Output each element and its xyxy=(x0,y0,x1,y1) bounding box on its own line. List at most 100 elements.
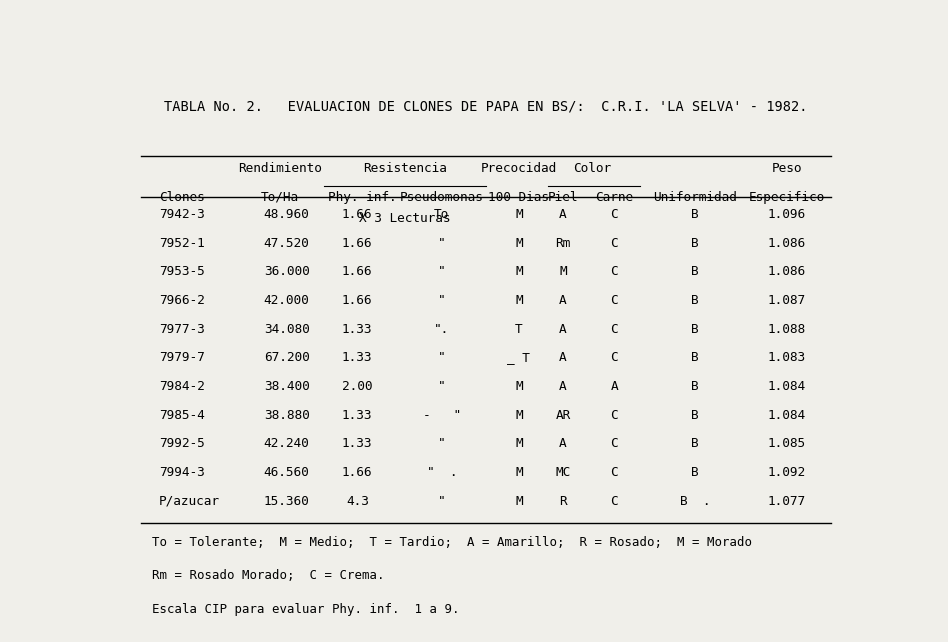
Text: 1.077: 1.077 xyxy=(768,495,806,508)
Text: 1.086: 1.086 xyxy=(768,237,806,250)
Text: To/Ha: To/Ha xyxy=(261,191,300,204)
Text: B: B xyxy=(691,208,699,221)
Text: B: B xyxy=(691,409,699,422)
Text: 1.33: 1.33 xyxy=(342,437,373,451)
Text: P/azucar: P/azucar xyxy=(159,495,220,508)
Text: 42.000: 42.000 xyxy=(264,294,309,307)
Text: A: A xyxy=(559,323,567,336)
Text: ": " xyxy=(438,495,446,508)
Text: Rendimiento: Rendimiento xyxy=(238,162,322,175)
Text: 1.33: 1.33 xyxy=(342,323,373,336)
Text: Carne: Carne xyxy=(595,191,633,204)
Text: B: B xyxy=(691,265,699,279)
Text: Rm: Rm xyxy=(556,237,571,250)
Text: 7994-3: 7994-3 xyxy=(159,466,205,479)
Text: M: M xyxy=(515,495,522,508)
Text: Uniformidad: Uniformidad xyxy=(653,191,738,204)
Text: 1.083: 1.083 xyxy=(768,351,806,365)
Text: C: C xyxy=(611,351,618,365)
Text: Rm = Rosado Morado;  C = Crema.: Rm = Rosado Morado; C = Crema. xyxy=(152,569,384,582)
Text: TABLA No. 2.   EVALUACION DE CLONES DE PAPA EN BS/:  C.R.I. 'LA SELVA' - 1982.: TABLA No. 2. EVALUACION DE CLONES DE PAP… xyxy=(164,100,808,113)
Text: B  .: B . xyxy=(680,495,710,508)
Text: To = Tolerante;  M = Medio;  T = Tardio;  A = Amarillo;  R = Rosado;  M = Morado: To = Tolerante; M = Medio; T = Tardio; A… xyxy=(152,536,752,549)
Text: 1.096: 1.096 xyxy=(768,208,806,221)
Text: 36.000: 36.000 xyxy=(264,265,309,279)
Text: 7953-5: 7953-5 xyxy=(159,265,205,279)
Text: B: B xyxy=(691,237,699,250)
Text: C: C xyxy=(611,208,618,221)
Text: C: C xyxy=(611,495,618,508)
Text: C: C xyxy=(611,237,618,250)
Text: MC: MC xyxy=(556,466,571,479)
Text: 1.66: 1.66 xyxy=(342,237,373,250)
Text: M: M xyxy=(515,265,522,279)
Text: 1.33: 1.33 xyxy=(342,351,373,365)
Text: 4.3: 4.3 xyxy=(346,495,369,508)
Text: M: M xyxy=(515,409,522,422)
Text: C: C xyxy=(611,409,618,422)
Text: _ T: _ T xyxy=(507,351,530,365)
Text: Especifico: Especifico xyxy=(749,191,825,204)
Text: B: B xyxy=(691,351,699,365)
Text: 7942-3: 7942-3 xyxy=(159,208,205,221)
Text: C: C xyxy=(611,294,618,307)
Text: A: A xyxy=(559,294,567,307)
Text: ": " xyxy=(438,294,446,307)
Text: B: B xyxy=(691,323,699,336)
Text: 1.66: 1.66 xyxy=(342,466,373,479)
Text: ": " xyxy=(438,237,446,250)
Text: 67.200: 67.200 xyxy=(264,351,309,365)
Text: Escala CIP para evaluar Phy. inf.  1 a 9.: Escala CIP para evaluar Phy. inf. 1 a 9. xyxy=(152,603,459,616)
Text: 7985-4: 7985-4 xyxy=(159,409,205,422)
Text: 46.560: 46.560 xyxy=(264,466,309,479)
Text: 15.360: 15.360 xyxy=(264,495,309,508)
Text: 42.240: 42.240 xyxy=(264,437,309,451)
Text: 1.66: 1.66 xyxy=(342,265,373,279)
Text: M: M xyxy=(559,265,567,279)
Text: A: A xyxy=(559,380,567,393)
Text: Clones: Clones xyxy=(159,191,205,204)
Text: ": " xyxy=(438,380,446,393)
Text: 1.088: 1.088 xyxy=(768,323,806,336)
Text: 7952-1: 7952-1 xyxy=(159,237,205,250)
Text: 1.092: 1.092 xyxy=(768,466,806,479)
Text: 48.960: 48.960 xyxy=(264,208,309,221)
Text: 1.084: 1.084 xyxy=(768,380,806,393)
Text: 38.880: 38.880 xyxy=(264,409,309,422)
Text: To: To xyxy=(434,208,449,221)
Text: 2.00: 2.00 xyxy=(342,380,373,393)
Text: A: A xyxy=(559,351,567,365)
Text: AR: AR xyxy=(556,409,571,422)
Text: C: C xyxy=(611,437,618,451)
Text: "  .: " . xyxy=(427,466,457,479)
Text: C: C xyxy=(611,265,618,279)
Text: 34.080: 34.080 xyxy=(264,323,309,336)
Text: A: A xyxy=(611,380,618,393)
Text: Pseudomonas: Pseudomonas xyxy=(400,191,483,204)
Text: M: M xyxy=(515,208,522,221)
Text: T: T xyxy=(515,323,522,336)
Text: A: A xyxy=(559,437,567,451)
Text: X 3 Lecturas: X 3 Lecturas xyxy=(359,211,451,225)
Text: Peso: Peso xyxy=(772,162,802,175)
Text: 7984-2: 7984-2 xyxy=(159,380,205,393)
Text: Phy. inf.: Phy. inf. xyxy=(328,191,396,204)
Text: -   ": - " xyxy=(423,409,461,422)
Text: 1.66: 1.66 xyxy=(342,294,373,307)
Text: 7966-2: 7966-2 xyxy=(159,294,205,307)
Text: 1.33: 1.33 xyxy=(342,409,373,422)
Text: B: B xyxy=(691,437,699,451)
Text: B: B xyxy=(691,294,699,307)
Text: 1.084: 1.084 xyxy=(768,409,806,422)
Text: 38.400: 38.400 xyxy=(264,380,309,393)
Text: B: B xyxy=(691,466,699,479)
Text: ": " xyxy=(438,265,446,279)
Text: M: M xyxy=(515,466,522,479)
Text: M: M xyxy=(515,380,522,393)
Text: 7979-7: 7979-7 xyxy=(159,351,205,365)
Text: 7977-3: 7977-3 xyxy=(159,323,205,336)
Text: Resistencia: Resistencia xyxy=(363,162,447,175)
Text: 1.085: 1.085 xyxy=(768,437,806,451)
Text: M: M xyxy=(515,437,522,451)
Text: Piel: Piel xyxy=(548,191,578,204)
